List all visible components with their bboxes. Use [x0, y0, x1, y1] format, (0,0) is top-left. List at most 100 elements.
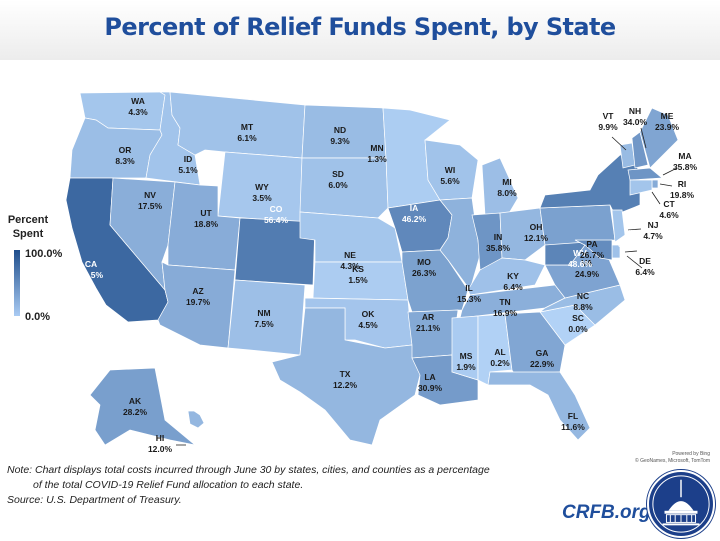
- state-ma: [627, 167, 663, 181]
- state-value-label: 12.0%: [148, 444, 173, 454]
- state-code-label: DE: [639, 256, 651, 266]
- state-value-label: 26.7%: [580, 250, 605, 260]
- footnote: Note: Chart displays total costs incurre…: [7, 463, 490, 508]
- state-ak: [89, 367, 196, 446]
- state-nh: [631, 131, 649, 169]
- legend-title-line1: Percent: [7, 214, 49, 226]
- state-value-label: 23.9%: [655, 122, 680, 132]
- state-value-label: 7.5%: [254, 319, 274, 329]
- state-code-label: VA: [581, 258, 592, 268]
- legend-title-line2: Spent: [12, 228, 44, 240]
- state-code-label: SD: [332, 169, 344, 179]
- state-code-label: NE: [344, 250, 356, 260]
- state-code-label: OR: [119, 145, 132, 155]
- state-code-label: LA: [424, 372, 435, 382]
- state-value-label: 12.1%: [524, 233, 549, 243]
- state-pa: [539, 204, 616, 246]
- brand-link[interactable]: CRFB.org: [562, 502, 651, 523]
- state-code-label: AK: [129, 396, 142, 406]
- state-code-label: WI: [445, 165, 455, 175]
- leader-line-vt: [611, 136, 627, 151]
- state-mt: [169, 91, 306, 159]
- leader-line-ri: [659, 183, 673, 187]
- state-code-label: NY: [624, 228, 636, 238]
- state-code-label: MI: [502, 177, 511, 187]
- state-code-label: SC: [572, 313, 584, 323]
- attribution-line-2: © GeoNames, Microsoft, TomTom: [635, 458, 710, 464]
- state-ky: [467, 257, 546, 296]
- state-tx: [271, 307, 421, 446]
- state-value-label: 1.5%: [348, 275, 368, 285]
- state-code-label: MN: [370, 143, 383, 153]
- page-title: Percent of Relief Funds Spent, by State: [104, 13, 616, 41]
- state-code-label: GA: [536, 348, 549, 358]
- state-code-label: NV: [144, 190, 156, 200]
- legend-max-label: 100.0%: [25, 248, 63, 260]
- state-hi: [187, 410, 205, 429]
- state-value-label: 15.3%: [457, 294, 482, 304]
- state-code-label: IA: [410, 203, 419, 213]
- state-shapes: [65, 91, 679, 446]
- leader-line-nh: [640, 127, 647, 149]
- state-value-label: 4.3%: [340, 261, 360, 271]
- state-code-label: ND: [334, 125, 346, 135]
- state-code-label: NM: [257, 308, 270, 318]
- state-value-label: 17.5%: [138, 201, 163, 211]
- state-sd: [299, 157, 389, 219]
- state-value-label: 5.6%: [440, 176, 460, 186]
- state-code-label: WV: [573, 248, 587, 258]
- state-code-label: MO: [417, 257, 431, 267]
- crfb-capitol-logo: [647, 470, 715, 538]
- state-labels: WA4.3%OR8.3%CA74.5%ID5.1%NV17.5%MT6.1%WY…: [79, 96, 698, 454]
- leader-lines: [176, 127, 678, 446]
- state-code-label: RI: [678, 179, 687, 189]
- state-ri: [651, 179, 659, 189]
- state-value-label: 4.6%: [659, 210, 679, 220]
- leader-line-de: [624, 250, 638, 253]
- state-nj: [611, 209, 626, 243]
- state-value-label: 8.3%: [115, 156, 135, 166]
- state-code-label: KY: [507, 271, 519, 281]
- state-value-label: 0.2%: [490, 358, 510, 368]
- state-code-label: CO: [270, 204, 283, 214]
- state-fl: [487, 371, 591, 441]
- leader-line-nj: [627, 228, 642, 231]
- state-code-label: ID: [184, 154, 193, 164]
- leader-line-md: [626, 255, 643, 269]
- state-code-label: AZ: [192, 286, 203, 296]
- state-code-label: KS: [352, 264, 364, 274]
- legend-min-label: 0.0%: [25, 311, 51, 323]
- state-me: [639, 107, 679, 169]
- state-value-label: 19.7%: [186, 297, 211, 307]
- state-value-label: 19.8%: [670, 190, 695, 200]
- state-code-label: AR: [422, 312, 434, 322]
- state-value-label: 22.9%: [530, 359, 555, 369]
- state-value-label: 56.4%: [264, 215, 289, 225]
- note-line-2: of the total COVID-19 Relief Fund alloca…: [33, 479, 304, 491]
- attribution-line-1: Powered by Bing: [672, 451, 710, 457]
- state-ct: [629, 179, 653, 196]
- state-code-label: WA: [131, 96, 145, 106]
- state-value-label: 9.3%: [330, 136, 350, 146]
- state-code-label: VT: [603, 111, 615, 121]
- state-value-label: 74.5%: [79, 270, 104, 280]
- state-value-label: 21.1%: [416, 323, 441, 333]
- state-value-label: 24.9%: [575, 269, 600, 279]
- state-code-label: PA: [586, 239, 597, 249]
- us-choropleth-map: WA4.3%OR8.3%CA74.5%ID5.1%NV17.5%MT6.1%WY…: [65, 91, 698, 454]
- state-code-label: OH: [530, 222, 543, 232]
- state-code-label: UT: [200, 208, 212, 218]
- state-value-label: 35.8%: [486, 243, 511, 253]
- state-value-label: 1.3%: [367, 154, 387, 164]
- state-code-label: IL: [465, 283, 473, 293]
- state-code-label: MS: [460, 351, 473, 361]
- state-value-label: 6.4%: [635, 267, 655, 277]
- state-code-label: CT: [663, 199, 675, 209]
- state-value-label: 28.2%: [123, 407, 148, 417]
- state-md: [574, 239, 613, 261]
- capitol-dome-icon: [652, 475, 710, 533]
- state-code-label: NJ: [648, 220, 659, 230]
- state-value-label: 43.2%: [638, 291, 663, 301]
- state-value-label: 6.1%: [237, 133, 257, 143]
- state-code-label: FL: [568, 411, 578, 421]
